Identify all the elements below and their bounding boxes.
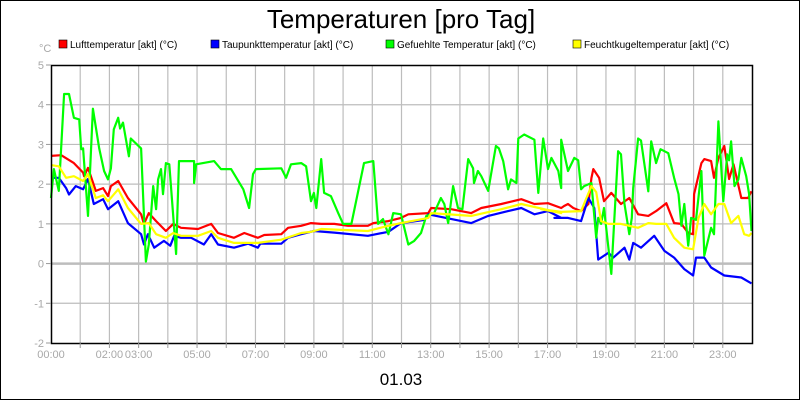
legend-label: Taupunkttemperatur [akt] (°C) (222, 40, 353, 51)
y-axis: 5 4 3 2 1 0 -1 -2 (34, 60, 51, 350)
x-tick-label: 03:00 (125, 349, 153, 361)
series-lines (49, 92, 753, 285)
x-tick-label: 02:00 (96, 349, 124, 361)
legend-label: Gefuehlte Temperatur [akt] (°C) (397, 40, 536, 51)
x-tick-label: 23:00 (709, 349, 737, 361)
x-tick-label: 13:00 (417, 349, 445, 361)
legend-swatch (385, 39, 395, 49)
y-tick-label: 4 (38, 100, 44, 112)
chart-title: Temperaturen [pro Tag] (267, 4, 535, 34)
y-tick-label: 0 (38, 259, 44, 271)
x-tick-label: 07:00 (242, 349, 270, 361)
y-tick-label: 1 (38, 219, 44, 231)
y-tick-label: -2 (34, 338, 44, 350)
legend-swatch (210, 39, 220, 49)
legend-label: Feuchtkugeltemperatur [akt] (°C) (584, 40, 729, 51)
legend: Lufttemperatur [akt] (°C) Taupunkttempera… (58, 39, 729, 51)
grid (51, 65, 752, 343)
legend-label: Lufttemperatur [akt] (°C) (70, 40, 177, 51)
x-tick-label: 05:00 (183, 349, 211, 361)
y-tick-label: 2 (38, 179, 44, 191)
legend-swatch (572, 39, 582, 49)
legend-swatch (58, 39, 68, 49)
date-label: 01.03 (380, 370, 423, 389)
x-tick-label: 11:00 (359, 349, 386, 361)
series-line-2 (51, 176, 753, 285)
series-line-4 (50, 164, 753, 251)
y-axis-unit: °C (39, 43, 51, 55)
y-tick-label: -1 (34, 298, 44, 310)
x-tick-label: 19:00 (592, 349, 620, 361)
x-tick-label: 00:00 (37, 349, 65, 361)
y-tick-label: 5 (38, 60, 44, 72)
series-line-3 (49, 92, 753, 275)
x-tick-label: 17:00 (534, 349, 562, 361)
x-axis: 00:00 02:00 03:00 05:00 07:00 09:00 11:00 13:00… (37, 343, 737, 361)
x-tick-label: 21:00 (651, 349, 679, 361)
x-tick-label: 15:00 (475, 349, 503, 361)
x-tick-label: 09:00 (300, 349, 328, 361)
y-tick-label: 3 (38, 139, 44, 151)
